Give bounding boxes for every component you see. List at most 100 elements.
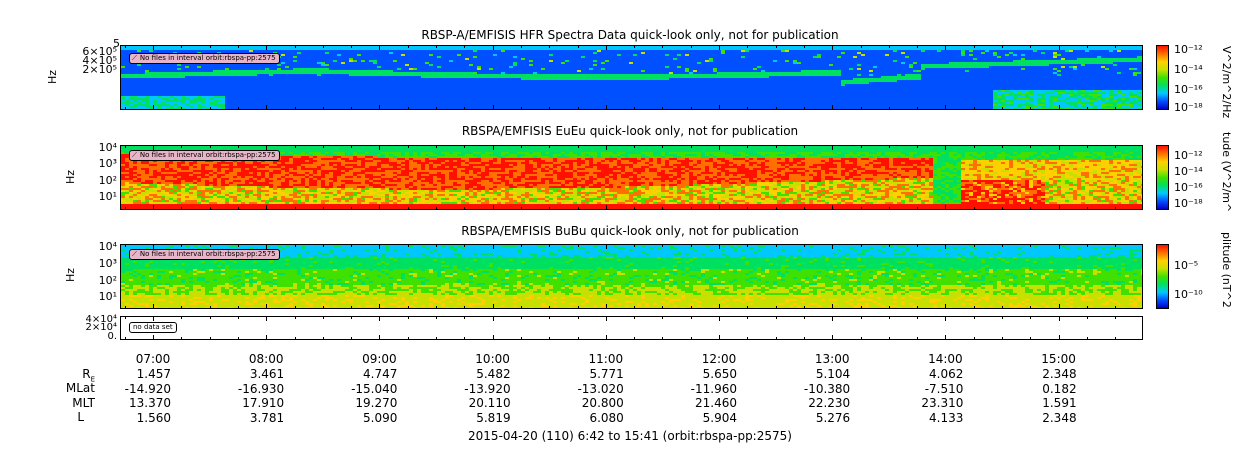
spectrogram-cell (397, 62, 401, 64)
spectrogram-cell (245, 94, 249, 96)
spectrogram-cell (485, 94, 489, 96)
spectrogram-cell (261, 92, 265, 94)
spectrogram-cell (345, 78, 349, 80)
spectrogram-cell (337, 108, 341, 109)
spectrogram-cell (453, 52, 457, 54)
spectrogram-cell (433, 94, 437, 96)
spectrogram-cell (453, 104, 457, 106)
spectrogram-cell (301, 78, 305, 80)
spectrogram-cell (705, 46, 709, 48)
spectrogram-cell (397, 108, 401, 109)
spectrogram-cell (633, 92, 637, 94)
spectrogram-cell (509, 106, 513, 108)
spectrogram-cell (717, 102, 721, 104)
spectrogram-cell (457, 76, 461, 78)
spectrogram-cell (397, 66, 401, 68)
spectrogram-cell (541, 48, 545, 50)
spectrogram-cell (289, 48, 293, 50)
spectrogram-cell (549, 50, 553, 52)
spectrogram-cell (605, 76, 609, 78)
spectrogram-cell (685, 56, 689, 58)
spectrogram-cell (213, 66, 217, 68)
spectrogram-cell (433, 90, 437, 92)
spectrogram-cell (649, 108, 653, 109)
spectrogram-cell (373, 62, 377, 64)
spectrogram-cell (669, 92, 673, 94)
spectrogram-cell (349, 108, 353, 109)
spectrogram-cell (197, 100, 201, 102)
spectrogram-cell (193, 90, 197, 92)
spectrogram-cell (161, 66, 165, 68)
spectrogram-cell (353, 92, 357, 94)
spectrogram-cell (153, 100, 157, 102)
spectrogram-cell (173, 50, 177, 52)
spectrogram-cell (133, 96, 137, 98)
spectrogram-cell (505, 86, 509, 88)
spectrogram-cell (673, 68, 677, 70)
spectrogram-cell (501, 64, 505, 66)
spectrogram-cell (545, 58, 549, 60)
spectrogram-cell (693, 50, 697, 52)
spectrogram-cell (477, 50, 481, 52)
spectrogram-cell (213, 78, 217, 80)
spectrogram-cell (445, 98, 449, 100)
spectrogram-cell (197, 50, 201, 52)
spectrogram-cell (353, 74, 357, 76)
spectrogram-cell (253, 50, 257, 52)
spectrogram-cell (433, 64, 437, 66)
spectrogram-cell (645, 46, 649, 48)
spectrogram-cell (449, 86, 453, 88)
spectrogram-cell (161, 74, 165, 76)
spectrogram-cell (641, 84, 645, 86)
spectrogram-cell (585, 94, 589, 96)
spectrogram-cell (261, 106, 265, 108)
spectrogram-cell (585, 104, 589, 106)
spectrogram-cell (557, 50, 561, 52)
spectrogram-cell (429, 62, 433, 64)
spectrogram-cell (597, 58, 601, 60)
spectrogram-cell (269, 64, 273, 66)
spectrogram-cell (329, 76, 333, 78)
spectrogram-cell (205, 82, 209, 84)
spectrogram-cell (597, 74, 601, 76)
spectrogram-cell (561, 56, 565, 58)
spectrogram-cell (385, 60, 389, 62)
spectrogram-cell (253, 100, 257, 102)
spectrogram-cell (413, 60, 417, 62)
spectrogram-cell (121, 46, 125, 48)
spectrogram-cell (577, 56, 581, 58)
spectrogram-cell (369, 98, 373, 100)
spectrogram-cell (417, 48, 421, 50)
spectrogram-cell (605, 52, 609, 54)
spectrogram-cell (713, 70, 717, 72)
spectrogram-cell (297, 64, 301, 66)
spectrogram-cell (381, 94, 385, 96)
spectrogram-cell (185, 90, 189, 92)
spectrogram-cell (585, 80, 589, 82)
spectrogram-cell (705, 72, 709, 74)
spectrogram-cell (573, 98, 577, 100)
spectrogram-cell (349, 54, 353, 56)
spectrogram-cell (153, 64, 157, 66)
spectrogram-cell (509, 98, 513, 100)
spectrogram-cell (601, 102, 605, 104)
spectrogram-cell (301, 106, 305, 108)
spectrogram-cell (633, 104, 637, 106)
spectrogram-cell (693, 92, 697, 94)
spectrogram-cell (713, 46, 717, 48)
spectrogram-cell (509, 64, 513, 66)
spectrogram-cell (613, 80, 617, 82)
spectrogram-cell (649, 58, 653, 60)
spectrogram-cell (373, 68, 377, 70)
spectrogram-cell (477, 78, 481, 80)
spectrogram-cell (629, 108, 633, 109)
spectrogram-cell (133, 48, 137, 50)
spectrogram-cell (565, 100, 569, 102)
spectrogram-cell (169, 82, 173, 84)
spectrogram-cell (601, 62, 605, 64)
spectrogram-cell (369, 94, 373, 96)
spectrogram-cell (589, 70, 593, 72)
spectrogram-cell (385, 74, 389, 76)
spectrogram-cell (485, 90, 489, 92)
spectrogram-cell (173, 48, 177, 50)
